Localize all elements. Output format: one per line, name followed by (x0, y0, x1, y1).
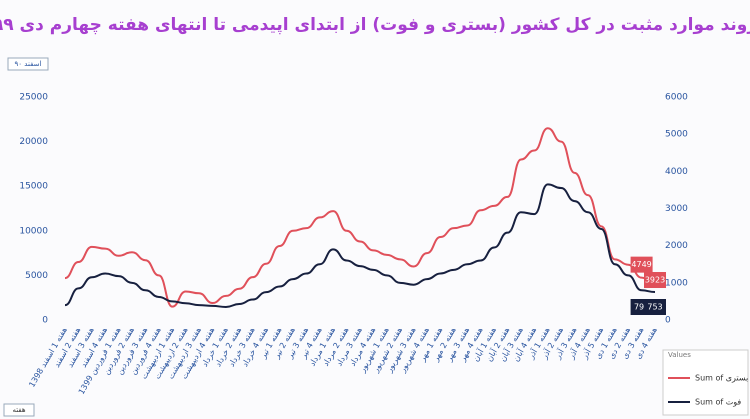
data-label-box (644, 299, 666, 315)
y-tick-label: 25000 (19, 93, 48, 103)
data-label: 3923 (645, 276, 665, 285)
filter-label[interactable]: اسفند ۹۰ (15, 60, 42, 68)
data-label: 4749 (631, 260, 651, 269)
y2-tick-label: 3000 (665, 204, 688, 214)
field-button[interactable] (3, 403, 35, 417)
y-tick-label: 15000 (19, 182, 48, 192)
y2-tick-label: 4000 (665, 167, 688, 177)
legend-label: Sum of فوت (695, 398, 741, 407)
legend-title: Values (668, 351, 691, 359)
data-label-box (644, 272, 666, 289)
field-label[interactable]: هفته (12, 406, 25, 414)
legend-label: Sum of بستری (695, 374, 748, 383)
y2-tick-label: 5000 (665, 130, 688, 140)
y-tick-label: 20000 (19, 137, 48, 147)
y2-tick-label: 1000 (665, 278, 688, 288)
filter-button[interactable] (7, 57, 49, 71)
legend-box (662, 349, 749, 416)
y2-tick-label: 2000 (665, 241, 688, 251)
data-label: 753 (647, 303, 662, 312)
y2-tick-label: 0 (665, 316, 671, 326)
line-series (64, 183, 656, 308)
data-label: 799 (634, 303, 649, 312)
chart-title: روند موارد مثبت در کل کشور (بستری و فوت)… (0, 15, 750, 35)
y-tick-label: 5000 (25, 271, 48, 281)
y2-tick-label: 6000 (665, 93, 688, 103)
data-label-box (630, 256, 653, 273)
y-tick-label: 0 (42, 316, 48, 326)
y-tick-label: 10000 (19, 226, 48, 236)
line-series (64, 127, 656, 308)
